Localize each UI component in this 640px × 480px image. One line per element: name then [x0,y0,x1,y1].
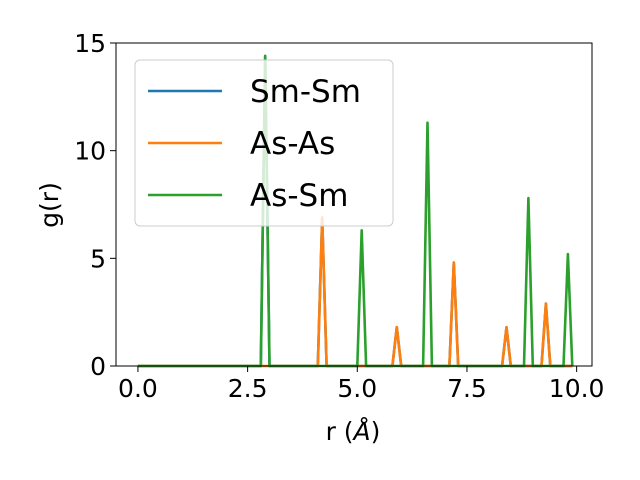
plot-frame [115,42,593,367]
y-axis: 0 5 10 15 [74,29,116,381]
y-axis-label: g(r) [35,182,64,228]
legend: Sm-Sm As-As As-Sm [134,59,394,227]
x-tick-label: 2.5 [228,374,268,403]
legend-label-as-as: As-As [250,126,335,162]
y-tick-label: 10 [74,137,106,166]
legend-label-sm-sm: Sm-Sm [250,74,361,110]
x-axis-label: r (Å) [326,417,381,446]
y-tick-label: 5 [90,244,106,273]
x-tick-label: 10.0 [549,374,605,403]
x-tick-label: 7.5 [447,374,487,403]
y-tick-label: 0 [90,352,106,381]
y-tick-label: 15 [74,29,106,58]
legend-box [134,59,394,227]
series-line-as-as [137,216,573,368]
x-tick-label: 5.0 [337,374,377,403]
x-tick-label: 0.0 [118,374,158,403]
x-axis: 0.0 2.5 5.0 7.5 10.0 [118,366,604,403]
legend-label-as-sm: As-Sm [250,178,348,214]
